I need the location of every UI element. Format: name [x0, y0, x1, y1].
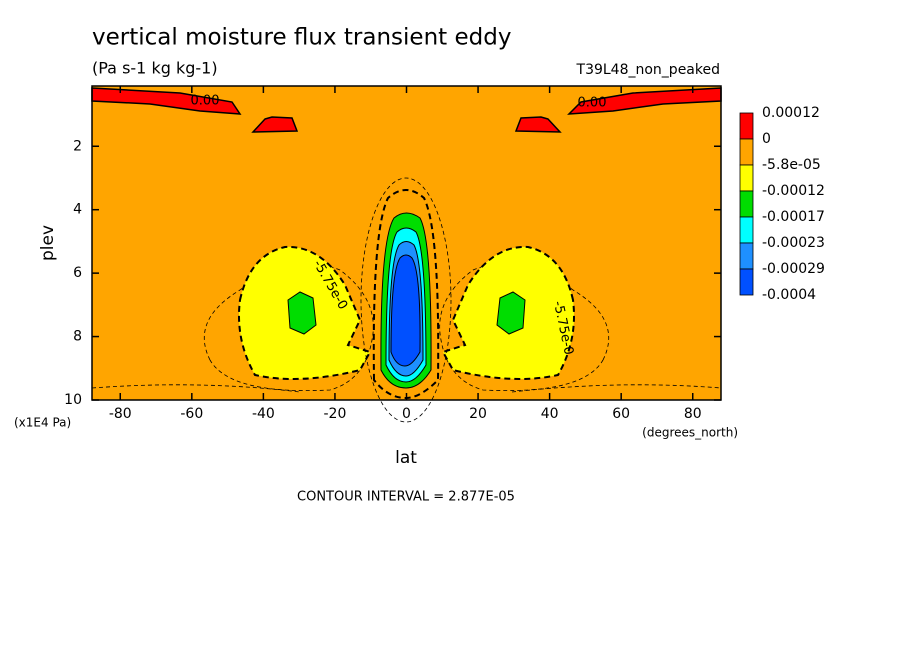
y-units: (x1E4 Pa) [14, 416, 71, 430]
colorbar-label: 0.00012 [762, 105, 820, 121]
y-tick-label: 4 [73, 202, 82, 218]
x-axis-title: lat [395, 448, 417, 468]
x-tick-label: -60 [180, 406, 203, 422]
colorbar-box [739, 242, 754, 270]
contour-label: 0.00 [578, 96, 607, 111]
colorbar-box [739, 190, 754, 218]
x-tick-label: -80 [109, 406, 132, 422]
y-axis-title: plev [38, 225, 58, 261]
colorbar-label: -0.00029 [762, 261, 825, 277]
colorbar-label: -0.0004 [762, 287, 816, 303]
contour-label: 0.00 [191, 94, 220, 109]
colorbar-box [739, 112, 754, 140]
colorbar-box [739, 216, 754, 244]
colorbar-label: -0.00017 [762, 209, 825, 225]
x-tick-label: -40 [252, 406, 275, 422]
x-tick-label: 80 [684, 406, 702, 422]
colorbar-box [739, 164, 754, 192]
y-tick-label: 8 [73, 329, 82, 345]
x-units: (degrees_north) [642, 426, 738, 440]
x-tick-label: 20 [469, 406, 487, 422]
colorbar-label: -5.8e-05 [762, 157, 821, 173]
colorbar-label: 0 [762, 131, 771, 147]
contour-field [91, 86, 722, 423]
subtitle: (Pa s-1 kg kg-1) [92, 59, 218, 78]
colorbar-box [739, 138, 754, 166]
x-tick-label: 0 [402, 406, 411, 422]
y-tick-label: 2 [73, 138, 82, 154]
colorbar-box [739, 268, 754, 296]
y-tick-label: 6 [73, 265, 82, 281]
footnote: CONTOUR INTERVAL = 2.877E-05 [297, 490, 515, 505]
x-tick-label: 60 [612, 406, 630, 422]
y-tick-label: 10 [64, 392, 82, 408]
dataset-label: T39L48_non_peaked [576, 62, 720, 78]
chart-title: vertical moisture flux transient eddy [92, 25, 511, 51]
x-tick-label: -20 [324, 406, 347, 422]
colorbar-label: -0.00023 [762, 235, 825, 251]
colorbar-label: -0.00012 [762, 183, 825, 199]
x-tick-label: 40 [541, 406, 559, 422]
